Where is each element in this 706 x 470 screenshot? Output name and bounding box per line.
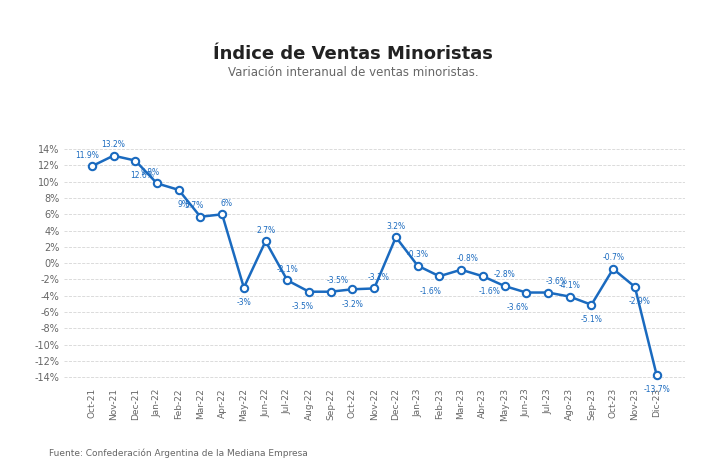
Text: -13.7%: -13.7% (643, 385, 670, 394)
Point (217, 211, 228, 218)
Point (607, 265, 618, 273)
Text: 9.8%: 9.8% (141, 168, 160, 177)
Text: 5.7%: 5.7% (184, 201, 203, 210)
Point (108, 152, 119, 159)
Text: -3.2%: -3.2% (342, 300, 364, 309)
Text: -3.6%: -3.6% (546, 277, 568, 286)
Point (260, 237, 271, 245)
Point (651, 371, 662, 378)
Point (629, 283, 640, 290)
Point (173, 186, 184, 194)
Point (564, 293, 575, 300)
Point (477, 273, 489, 280)
Point (520, 289, 532, 296)
Point (151, 180, 162, 187)
Text: 3.2%: 3.2% (386, 222, 405, 231)
Point (412, 262, 424, 269)
Point (499, 282, 510, 290)
Text: -1.6%: -1.6% (479, 287, 501, 296)
Point (195, 213, 206, 220)
Text: 11.9%: 11.9% (76, 151, 100, 160)
Text: -2.9%: -2.9% (628, 298, 650, 306)
Point (86, 163, 97, 170)
Text: -0.8%: -0.8% (457, 254, 479, 263)
Text: Fuente: Confederación Argentina de la Mediana Empresa: Fuente: Confederación Argentina de la Me… (49, 449, 309, 458)
Text: Índice de Ventas Minoristas: Índice de Ventas Minoristas (213, 45, 493, 63)
Text: -2.1%: -2.1% (277, 265, 298, 274)
Point (542, 289, 554, 296)
Text: -3.5%: -3.5% (326, 276, 348, 285)
Text: 12.6%: 12.6% (130, 171, 154, 180)
Point (238, 284, 249, 291)
Text: -4.1%: -4.1% (558, 281, 580, 290)
Point (390, 234, 402, 241)
Text: 9%: 9% (177, 201, 189, 210)
Text: -3.5%: -3.5% (292, 302, 313, 311)
Point (282, 276, 293, 284)
Point (455, 266, 467, 274)
Text: -3.6%: -3.6% (506, 303, 529, 312)
Text: -0.3%: -0.3% (407, 250, 429, 259)
Text: -1.6%: -1.6% (420, 287, 441, 296)
Point (433, 273, 445, 280)
Point (130, 157, 141, 164)
Point (325, 288, 336, 296)
Text: -0.7%: -0.7% (602, 253, 624, 262)
Point (586, 301, 597, 308)
Point (347, 285, 358, 293)
Text: Variación interanual de ventas minoristas.: Variación interanual de ventas minorista… (228, 66, 478, 79)
Text: -3.1%: -3.1% (368, 273, 390, 282)
Text: 2.7%: 2.7% (256, 226, 275, 235)
Point (369, 285, 380, 292)
Text: 6%: 6% (220, 199, 232, 208)
Text: -5.1%: -5.1% (580, 315, 602, 324)
Text: -3%: -3% (237, 298, 251, 307)
Text: 13.2%: 13.2% (102, 140, 126, 149)
Text: -2.8%: -2.8% (493, 271, 515, 280)
Point (304, 288, 315, 296)
